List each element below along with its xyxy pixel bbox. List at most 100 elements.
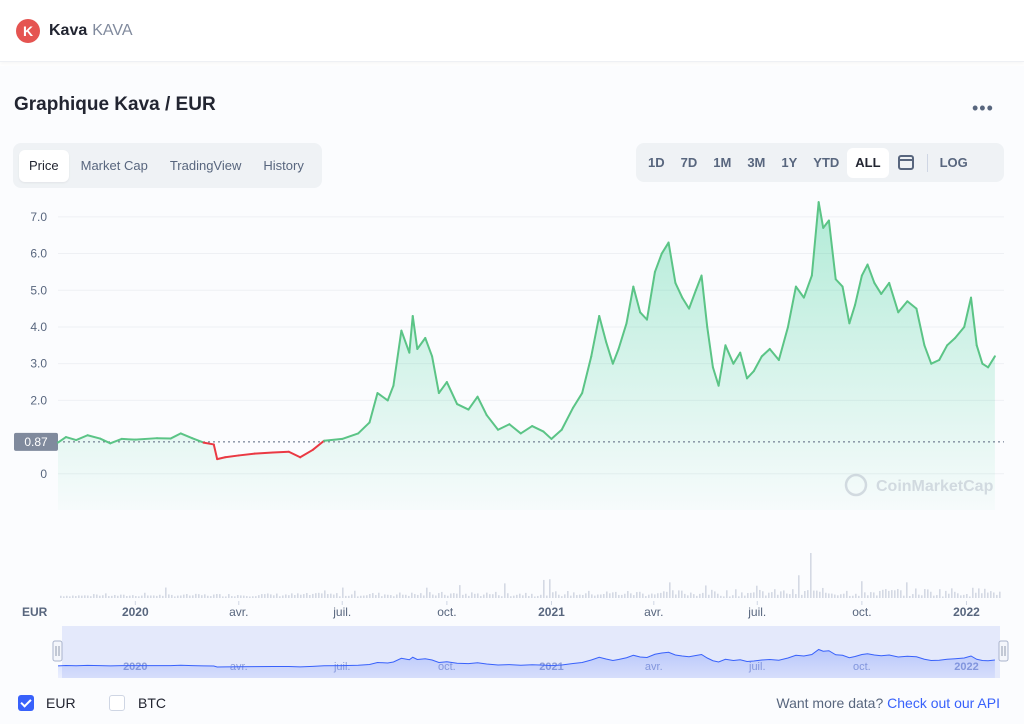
price-line-segment xyxy=(688,289,697,310)
volume-bar xyxy=(855,593,857,598)
price-line-segment xyxy=(99,437,112,445)
price-line-segment xyxy=(598,314,608,343)
volume-bar xyxy=(396,594,398,598)
y-tick-label: 7.0 xyxy=(30,210,47,224)
volume-bar xyxy=(927,589,929,598)
volume-bar xyxy=(267,593,269,598)
volume-bar xyxy=(393,596,395,598)
price-line-segment xyxy=(938,344,949,362)
volume-bar xyxy=(702,592,704,598)
volume-bar xyxy=(285,594,287,598)
volume-bar xyxy=(381,596,383,598)
price-line-segment xyxy=(424,336,434,358)
y-tick-label: 3.0 xyxy=(30,357,47,371)
y-tick-label: 4.0 xyxy=(30,320,47,334)
volume-bar xyxy=(138,596,140,598)
volume-bar xyxy=(417,594,419,598)
volume-bar xyxy=(225,596,227,598)
range-all[interactable]: ALL xyxy=(847,147,889,178)
range-1y[interactable]: 1Y xyxy=(781,155,798,170)
navigator-left-handle[interactable] xyxy=(52,640,63,662)
y-tick-label: 6.0 xyxy=(30,247,47,261)
price-line-segment xyxy=(287,450,302,459)
range-ytd[interactable]: YTD xyxy=(813,155,840,170)
volume-bar xyxy=(744,595,746,598)
volume-bar xyxy=(288,595,290,598)
range-7d[interactable]: 7D xyxy=(680,155,698,170)
price-line-segment xyxy=(667,241,677,284)
volume-bar xyxy=(972,587,974,598)
volume-bar xyxy=(678,590,680,598)
volume-bar xyxy=(210,596,212,598)
tab-market-cap[interactable]: Market Cap xyxy=(80,158,148,173)
volume-bar xyxy=(846,590,848,598)
volume-bar xyxy=(825,592,827,598)
price-line-segment xyxy=(376,392,389,402)
price-line-segment xyxy=(590,314,601,358)
btc-checkbox[interactable] xyxy=(109,695,125,711)
price-line-segment xyxy=(191,437,205,444)
volume-bar xyxy=(864,592,866,598)
tab-tradingview[interactable]: TradingView xyxy=(169,158,242,173)
volume-bar xyxy=(114,594,116,598)
volume-bar xyxy=(687,595,689,598)
volume-bar xyxy=(546,595,548,598)
navigator-right-handle[interactable] xyxy=(998,640,1009,662)
volume-bar xyxy=(132,595,134,598)
volume-bar xyxy=(438,593,440,598)
volume-bar xyxy=(942,596,944,598)
price-line-segment xyxy=(253,451,274,455)
price-line-segment xyxy=(975,344,984,365)
volume-bar xyxy=(279,596,281,598)
price-line-segment xyxy=(109,437,123,445)
price-line-segment xyxy=(786,285,797,328)
price-line-segment xyxy=(827,219,837,281)
volume-bar xyxy=(921,595,923,598)
volume-bar xyxy=(807,590,809,598)
volume-bar xyxy=(690,592,692,598)
price-line-segment xyxy=(752,355,763,373)
more-options-icon[interactable]: ••• xyxy=(972,98,994,118)
eur-checkbox[interactable] xyxy=(18,695,34,711)
volume-bar xyxy=(984,588,986,598)
price-line-segment xyxy=(732,351,742,365)
volume-bar xyxy=(84,595,86,598)
price-line-segment xyxy=(431,355,440,395)
price-line-segment xyxy=(617,322,628,350)
baseline-label: 0.87 xyxy=(24,435,48,449)
volume-bar xyxy=(219,594,221,598)
volume-bar xyxy=(663,591,665,598)
volume-bar xyxy=(738,596,740,598)
calendar-icon[interactable] xyxy=(897,155,914,170)
volume-bar xyxy=(462,594,464,598)
price-line-segment xyxy=(485,414,500,431)
range-3m[interactable]: 3M xyxy=(747,155,766,170)
range-1m[interactable]: 1M xyxy=(713,155,732,170)
price-line-segment xyxy=(437,381,448,395)
volume-bar xyxy=(249,596,251,598)
log-scale-toggle[interactable]: LOG xyxy=(939,155,968,170)
volume-bar xyxy=(633,595,635,598)
volume-bar xyxy=(198,594,200,598)
volume-bar xyxy=(723,596,725,598)
volume-bar xyxy=(729,596,731,598)
x-tick-label: oct. xyxy=(852,605,871,619)
price-line-segment xyxy=(915,307,926,347)
volume-bar xyxy=(747,593,749,598)
volume-bar xyxy=(525,592,527,598)
volume-bar xyxy=(786,593,788,598)
volume-bar xyxy=(564,594,566,598)
volume-bar xyxy=(75,596,77,598)
tab-price[interactable]: Price xyxy=(19,149,69,182)
volume-bar xyxy=(876,595,878,598)
price-line-segment xyxy=(560,406,575,431)
volume-bar xyxy=(873,592,875,598)
range-1d[interactable]: 1D xyxy=(648,155,665,170)
volume-bar xyxy=(849,595,851,598)
volume-bar xyxy=(762,591,764,598)
tab-history[interactable]: History xyxy=(263,158,304,173)
api-link[interactable]: Check out our API xyxy=(887,695,1000,711)
volume-bar xyxy=(195,593,197,598)
volume-bar xyxy=(966,594,968,598)
volume-bar xyxy=(234,596,236,598)
